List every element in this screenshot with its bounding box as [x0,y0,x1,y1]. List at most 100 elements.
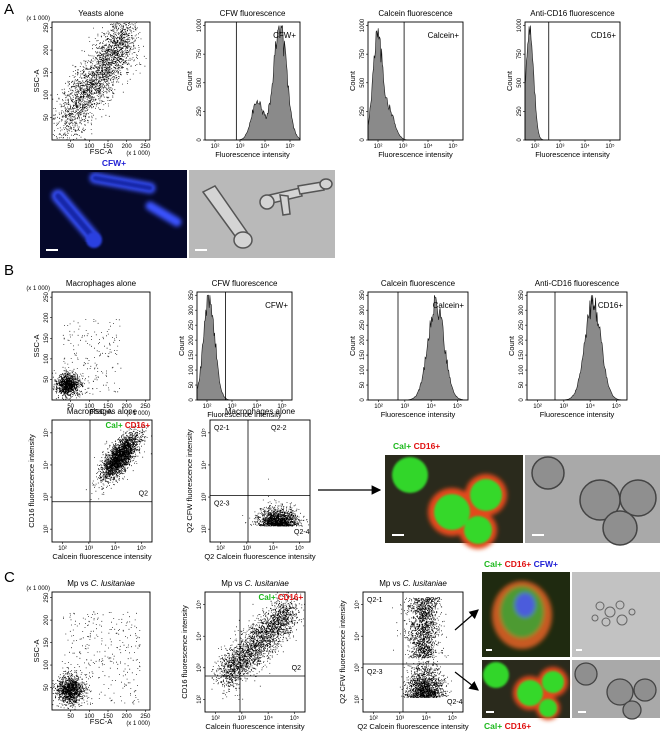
legend-entry: CD16+ [125,421,150,430]
axis-unit: (x 1 000) [26,16,50,22]
plot-title: Yeasts alone [78,9,124,18]
x-axis-label: Fluorescence intensity [381,410,456,419]
x-tick-label: 10⁴ [586,403,596,410]
x-tick-label: 10⁵ [612,403,622,410]
micrograph-label-part: Cal+ [484,559,502,569]
plot-title: CFW fluorescence [220,9,286,18]
x-tick-label: 10⁴ [264,715,274,722]
micrograph-label-part: CFW+ [102,158,126,168]
y-axis-label: Count [177,335,186,356]
micrograph-fluorescent [482,572,570,657]
y-tick-label: 250 [44,291,50,302]
y-tick-label: 0 [360,398,366,402]
events [52,319,122,400]
x-tick-label: 10⁴ [423,143,433,150]
title-text: Mp vs [379,579,403,588]
plot-title: Macrophages alone [66,279,137,288]
events [211,592,305,700]
y-tick-label: 750 [517,48,523,59]
micrograph-cfw [40,170,187,258]
title-italic: C. lusitaniae [403,579,448,588]
y-tick-label: 50 [519,381,525,388]
histogram-area [368,295,468,401]
x-tick-label: 10⁵ [295,545,305,552]
histogram-area [527,295,627,401]
y-tick-label: 150 [519,349,525,360]
plot-histogram: Calcein fluorescence Calcein+ 10² 10³ 10⁴ 10⁵… [348,279,469,419]
x-tick-label: 10⁵ [137,545,147,552]
plot-scatter: Mp vs C. lusitaniae 50 100 150 200 250 50 100 15… [26,579,151,727]
title-text: Mp vs [221,579,245,588]
y-tick-label: 300 [360,305,366,316]
y-tick-label: 100 [44,353,50,364]
x-tick-label: 10³ [399,144,408,150]
y-tick-label: 250 [44,22,50,33]
plot-frame [362,591,464,713]
x-tick-label: 10⁴ [252,403,262,410]
gate-label: Q2-2 [425,597,441,604]
y-tick-label: 200 [360,334,366,345]
y-tick-label: 10² [202,525,208,534]
micrograph-brightfield [572,572,660,657]
y-tick-label: 250 [197,106,203,117]
plot-frame [367,291,469,401]
y-axis-label: Q2 CFW fluorescence intensity [338,600,347,704]
y-tick-label: 250 [360,106,366,117]
y-tick-label: 150 [44,333,50,344]
gate-label: Q2-2 [271,425,287,432]
x-tick-label: 150 [103,404,114,410]
arrow [454,671,479,691]
y-tick-label: 10³ [44,493,50,502]
gate-label: Q2-4 [294,529,310,536]
y-tick-label: 150 [44,67,50,78]
y-axis-label: CD16 fluorescence intensity [180,605,189,699]
plot-title: Mp vs C. lusitaniae [221,579,289,588]
y-axis-label: SSC-A [32,70,41,93]
x-tick-label: 200 [122,404,133,410]
y-tick-label: 50 [360,381,366,388]
y-tick-label: 50 [189,381,195,388]
x-tick-label: 10³ [396,716,405,722]
y-tick-label: 0 [189,398,195,402]
y-tick-label: 200 [519,334,525,345]
x-tick-label: 10² [531,144,540,150]
x-tick-label: 10⁴ [260,143,270,150]
plot-frame [51,291,151,401]
micrograph-label-part: Cal+ [484,721,502,731]
y-tick-label: 0 [197,138,203,142]
x-tick-label: 10⁵ [285,143,295,150]
title-text: Calcein fluorescence [381,279,456,288]
legend-entry: Cal+ [106,421,123,430]
y-tick-label: 10³ [355,663,361,672]
x-tick-label: 50 [67,144,74,150]
y-tick-label: 1000 [517,18,523,32]
plot-histogram: CFW fluorescence CFW+ 10² 10³ 10⁴ 10⁵ 0 50 100 15… [177,279,293,419]
y-tick-label: 10⁴ [201,460,208,470]
gate-label: Q2 [139,491,148,498]
x-tick-label: 250 [140,404,151,410]
x-axis-label: Q2 Calcein fluorescence intensity [357,722,469,731]
gate-label: Q2-4 [447,699,463,706]
y-tick-label: 100 [44,659,50,670]
plot-frame [209,419,311,543]
x-tick-label: 200 [122,144,133,150]
x-tick-label: 10² [58,546,67,552]
x-tick-label: 10⁵ [448,715,458,722]
y-tick-label: 10⁵ [201,428,208,438]
title-italic: C. lusitaniae [245,579,290,588]
gate-label: CD16+ [598,301,623,310]
x-tick-label: 10⁴ [422,715,432,722]
x-tick-label: 10⁵ [277,403,287,410]
quadrant-legend: Cal+ CD16+ [259,593,304,602]
y-axis-label: Count [185,70,194,91]
gate-label: Calcein+ [428,31,460,40]
x-tick-label: 10⁴ [580,143,590,150]
y-axis-label: SSC-A [32,640,41,663]
legend-entry: CD16+ [278,593,303,602]
plot-quadrant: Macrophages alone Q2 Cal+ CD16+ 10² 10³ 10⁴ 10… [27,407,153,561]
y-axis-label: Count [505,70,514,91]
y-tick-label: 150 [44,637,50,648]
micrograph-label: Cal+ CD16+ CFW+ [484,559,558,569]
events [392,597,452,698]
